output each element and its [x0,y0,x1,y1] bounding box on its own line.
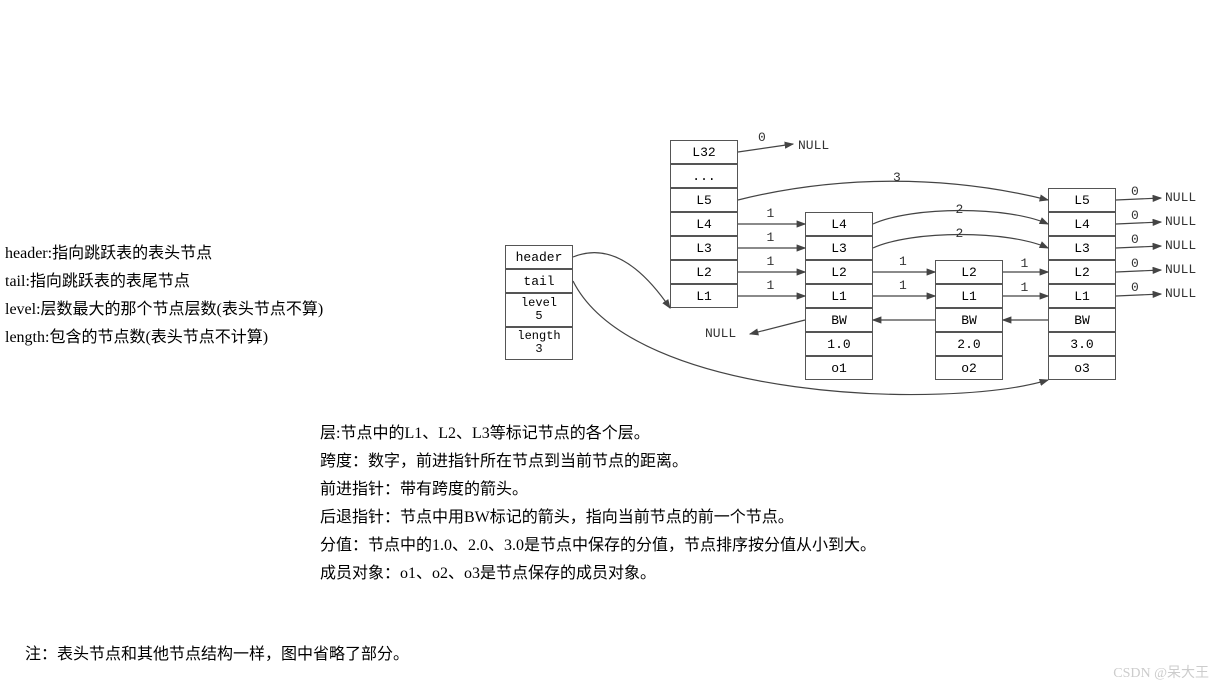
node2-L2: L2 [935,260,1003,284]
header-L2: L2 [670,260,738,284]
span-h-l5: 3 [893,170,901,185]
span-n3-L2: 0 [1131,256,1139,271]
struct-level: level5 [505,293,573,327]
header-L3: L3 [670,236,738,260]
node1-L3: L3 [805,236,873,260]
desc-forward: 前进指针：带有跨度的箭头。 [320,476,876,504]
span-h-L3: 1 [767,230,775,245]
desc-backward: 后退指针：节点中用BW标记的箭头，指向当前节点的前一个节点。 [320,504,876,532]
desc-span: 跨度：数字，前进指针所在节点到当前节点的距离。 [320,448,876,476]
watermark: CSDN @呆大王 [1113,662,1209,682]
bottom-description: 层:节点中的L1、L2、L3等标记节点的各个层。 跨度：数字，前进指针所在节点到… [320,420,876,588]
struct-header: header [505,245,573,269]
footnote: 注：表头节点和其他节点结构一样，图中省略了部分。 [25,640,409,664]
node3-score: 3.0 [1048,332,1116,356]
span-n1-L3: 2 [956,226,964,241]
null-L4: NULL [1165,214,1196,229]
node3-L1: L1 [1048,284,1116,308]
null-bw: NULL [705,326,736,341]
span-n1-L1: 1 [899,278,907,293]
span-n2-L2: 1 [1021,256,1029,271]
null-L5: NULL [1165,190,1196,205]
node2-L1: L1 [935,284,1003,308]
node1-L2: L2 [805,260,873,284]
span-n3-L3: 0 [1131,232,1139,247]
span-n3-L4: 0 [1131,208,1139,223]
null-l32: NULL [798,138,829,153]
span-n3-L1: 0 [1131,280,1139,295]
span-n2-L1: 1 [1021,280,1029,295]
node1-bw: BW [805,308,873,332]
span-n1-L4: 2 [956,202,964,217]
span-h-L1: 1 [767,278,775,293]
span-h-L4: 1 [767,206,775,221]
node3-bw: BW [1048,308,1116,332]
header-L4: L4 [670,212,738,236]
node3-obj: o3 [1048,356,1116,380]
desc-layer: 层:节点中的L1、L2、L3等标记节点的各个层。 [320,420,876,448]
node1-L1: L1 [805,284,873,308]
span-h-l32: 0 [758,130,766,145]
header-L1: L1 [670,284,738,308]
struct-tail: tail [505,269,573,293]
null-L2: NULL [1165,262,1196,277]
header-...: ... [670,164,738,188]
desc-score: 分值：节点中的1.0、2.0、3.0是节点中保存的分值，节点排序按分值从小到大。 [320,532,876,560]
node1-score: 1.0 [805,332,873,356]
header-L5: L5 [670,188,738,212]
struct-length: length3 [505,327,573,361]
header-L32: L32 [670,140,738,164]
node3-L2: L2 [1048,260,1116,284]
null-L1: NULL [1165,286,1196,301]
node3-L4: L4 [1048,212,1116,236]
node3-L3: L3 [1048,236,1116,260]
span-n1-L2: 1 [899,254,907,269]
span-h-L2: 1 [767,254,775,269]
node3-L5: L5 [1048,188,1116,212]
arrows [0,0,1229,420]
desc-member: 成员对象：o1、o2、o3是节点保存的成员对象。 [320,560,876,588]
null-L3: NULL [1165,238,1196,253]
skiplist-diagram: headertaillevel5length3L32...L5L4L3L2L1L… [0,0,1229,420]
span-n3-L5: 0 [1131,184,1139,199]
node1-obj: o1 [805,356,873,380]
node2-obj: o2 [935,356,1003,380]
node2-score: 2.0 [935,332,1003,356]
node1-L4: L4 [805,212,873,236]
node2-bw: BW [935,308,1003,332]
